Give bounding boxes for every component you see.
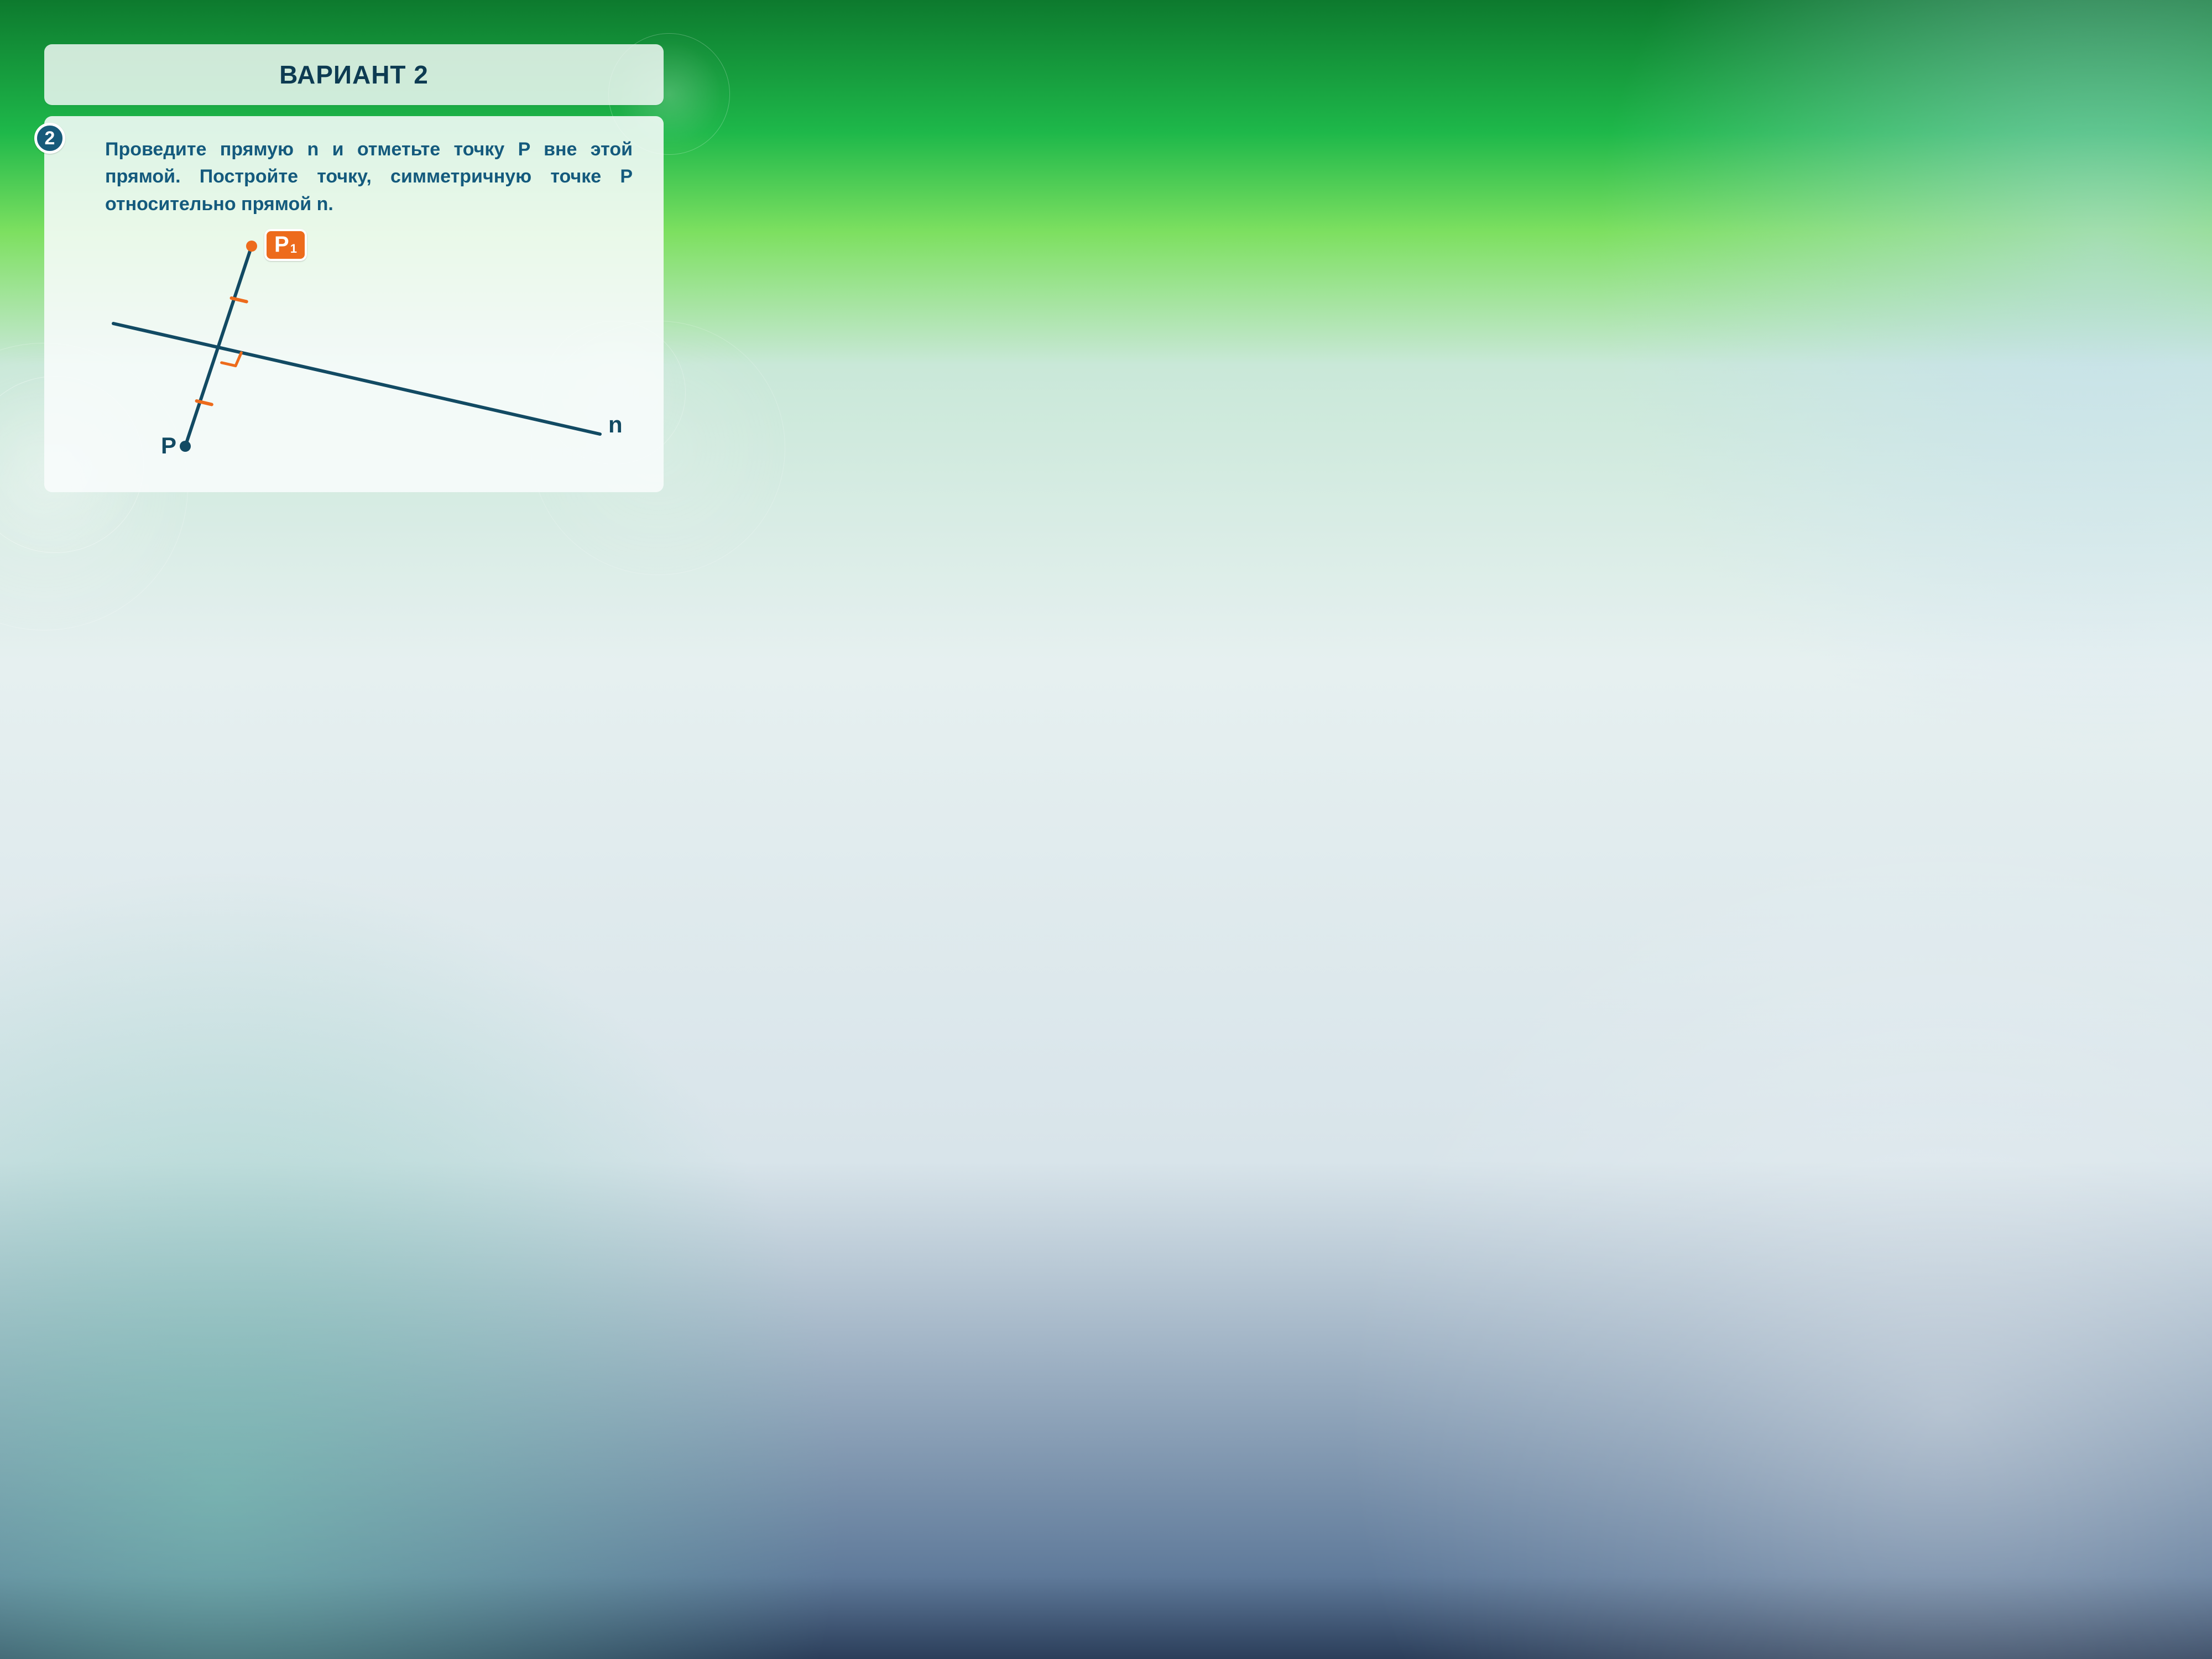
title-card: ВАРИАНТ 2 bbox=[44, 44, 664, 105]
task-number-badge: 2 bbox=[34, 123, 65, 154]
diagram-svg bbox=[44, 227, 664, 492]
point-p1-label-badge: P1 bbox=[264, 229, 307, 261]
page-title: ВАРИАНТ 2 bbox=[279, 60, 429, 90]
content-card: Проведите прямую n и отметьте точку P вн… bbox=[44, 116, 664, 492]
line-n-label: n bbox=[608, 411, 623, 438]
point-p-label: P bbox=[161, 432, 176, 459]
p1-label-sub: 1 bbox=[290, 242, 297, 255]
task-number: 2 bbox=[45, 128, 55, 149]
geometry-diagram: P1 P n bbox=[44, 227, 664, 492]
task-text: Проведите прямую n и отметьте точку P вн… bbox=[105, 136, 633, 218]
p1-label-main: P bbox=[274, 232, 289, 257]
